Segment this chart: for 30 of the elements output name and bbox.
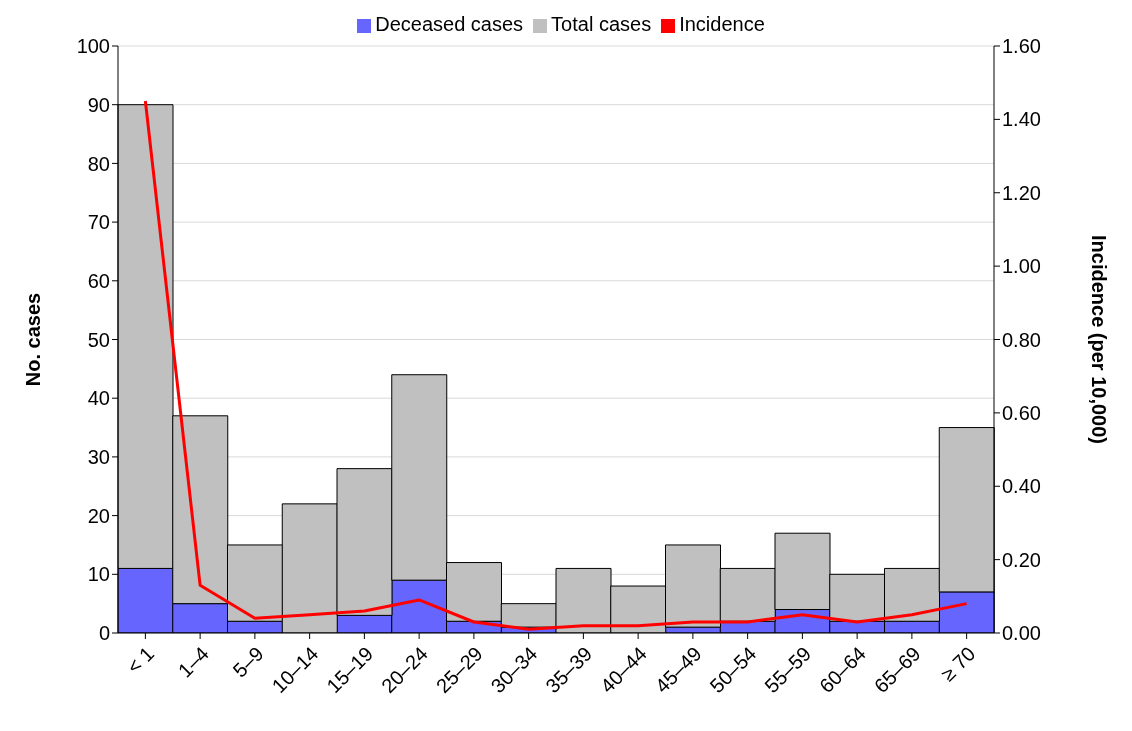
y-tick-label: 10 [87, 563, 110, 586]
x-tick-label: 5–9 [228, 642, 268, 682]
y-tick-label: 50 [87, 328, 110, 351]
y-tick-label: 0 [98, 622, 110, 645]
y-tick-label: 100 [76, 35, 110, 58]
y2-tick-label: 0.40 [1002, 475, 1041, 498]
y2-axis-title: Incidence (per 10,000) [1087, 235, 1110, 444]
legend-label: Deceased cases [375, 13, 524, 35]
y2-tick-label: 0.20 [1002, 548, 1041, 571]
y-tick-label: 30 [87, 446, 110, 468]
y2-tick-label: 0.60 [1002, 401, 1041, 424]
line-series [143, 99, 969, 631]
y2-tick-label: 0.80 [1002, 328, 1041, 351]
legend-label: Incidence [679, 13, 765, 35]
y2-tick-label: 1.40 [1002, 108, 1041, 131]
y-axis-title: No. cases [22, 292, 45, 387]
y-tick-label: 40 [87, 387, 110, 410]
y-tick-label: 90 [87, 93, 110, 116]
y-tick-label: 70 [87, 211, 110, 234]
x-tick-label: ≥ 70 [936, 642, 980, 686]
y-tick-label: 80 [87, 152, 110, 175]
x-tick-label: < 1 [122, 642, 159, 678]
y2-tick-label: 1.20 [1002, 181, 1041, 204]
legend-label: Total cases [551, 13, 652, 35]
x-tick-label: 1–4 [173, 642, 213, 682]
y2-tick-label: 0.00 [1002, 622, 1041, 645]
y2-tick-label: 1.60 [1002, 35, 1041, 58]
y-tick-label: 60 [87, 269, 110, 292]
y-tick-label: 20 [87, 504, 110, 527]
y2-tick-label: 1.00 [1002, 255, 1041, 278]
